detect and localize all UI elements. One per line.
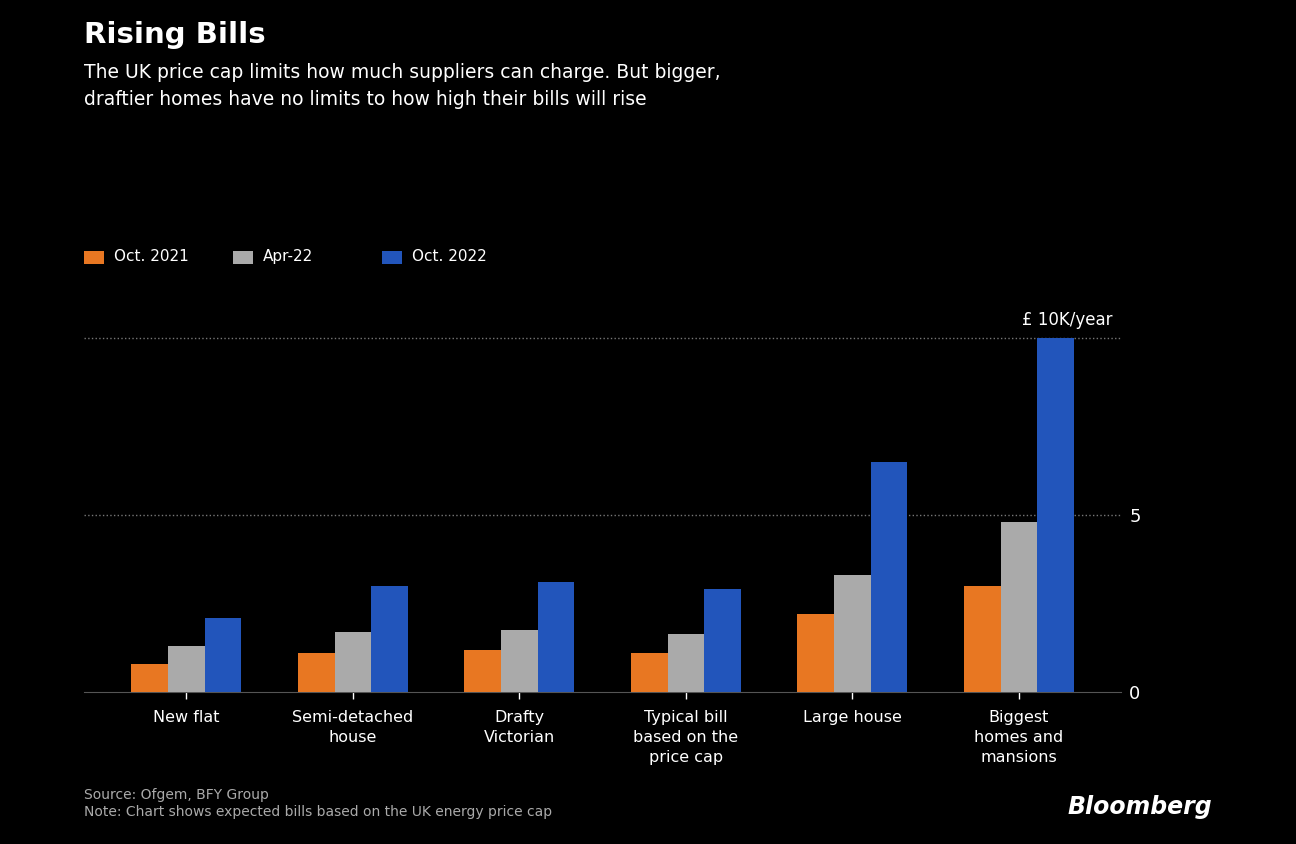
Bar (1001, 522, 1037, 692)
Bar (538, 582, 574, 692)
Bar (871, 462, 907, 692)
Text: Source: Ofgem, BFY Group
Note: Chart shows expected bills based on the UK energy: Source: Ofgem, BFY Group Note: Chart sho… (84, 788, 552, 819)
Bar (131, 663, 168, 692)
Text: £ 10K/year: £ 10K/year (1023, 311, 1113, 329)
Text: Bloomberg: Bloomberg (1067, 795, 1212, 819)
Bar (334, 632, 371, 692)
Text: Oct. 2022: Oct. 2022 (412, 249, 487, 264)
Text: Oct. 2021: Oct. 2021 (114, 249, 189, 264)
Text: Apr-22: Apr-22 (263, 249, 314, 264)
Bar (298, 653, 334, 692)
Bar (835, 576, 871, 692)
Bar (797, 614, 835, 692)
Bar (371, 586, 408, 692)
Text: The UK price cap limits how much suppliers can charge. But bigger,
draftier home: The UK price cap limits how much supplie… (84, 63, 721, 109)
Bar (667, 634, 704, 692)
Bar (464, 650, 502, 692)
Bar (704, 589, 741, 692)
Bar (168, 646, 205, 692)
Bar (631, 653, 667, 692)
Bar (964, 586, 1001, 692)
Bar (502, 630, 538, 692)
Text: Rising Bills: Rising Bills (84, 21, 266, 49)
Bar (205, 618, 241, 692)
Bar (1037, 338, 1074, 692)
